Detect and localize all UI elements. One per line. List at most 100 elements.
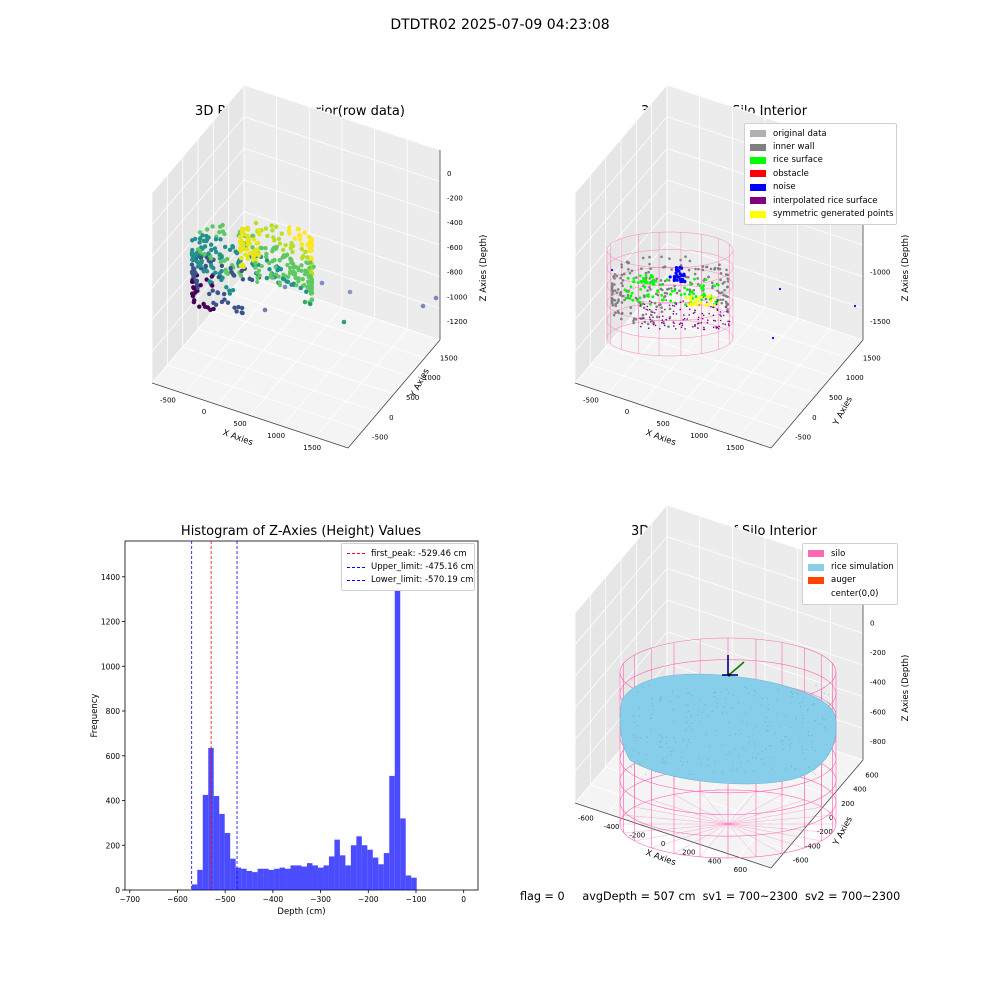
plot2-rice-surface-point [638, 274, 642, 278]
plot1-point [268, 274, 273, 279]
plot3-bar [394, 556, 401, 890]
plot1-point [263, 246, 268, 251]
plot1-point [204, 255, 210, 260]
plot2-inner-wall-point [620, 294, 624, 298]
plot2-symmetric-point [706, 303, 710, 307]
plot4-rice-texture [633, 713, 635, 716]
plot4-rice-texture [744, 711, 746, 713]
plot2-rice-surface-point [713, 284, 716, 288]
plot1-point [236, 259, 242, 264]
plot1-point [191, 269, 196, 274]
plot4-x-tick: 600 [734, 866, 747, 874]
plot3-x-label: Depth (cm) [277, 907, 325, 917]
plot1-point [219, 253, 225, 258]
plot2-inner-wall-point [643, 277, 647, 281]
plot2-inner-wall-point [668, 307, 672, 311]
plot2-interpolated-point [652, 323, 655, 326]
plot2-interpolated-point [688, 308, 691, 311]
plot2-y-tick: -500 [795, 434, 811, 442]
plot1-point [308, 287, 313, 293]
plot4-rice-texture [650, 729, 652, 731]
plot2-rice-surface-point [651, 279, 654, 282]
plot4-rice-texture [734, 748, 736, 750]
plot2-interpolated-point [701, 312, 704, 315]
plot4-rice-texture [692, 773, 694, 775]
plot2-grid-y [651, 292, 848, 359]
plot1-point [291, 269, 296, 275]
plot1-point [308, 259, 314, 265]
plot2-interpolated-point [665, 299, 667, 301]
plot1-point [267, 267, 272, 272]
plot4-rice-texture [666, 756, 668, 758]
plot4-rice-texture [753, 695, 755, 697]
plot4-rice-texture [821, 717, 823, 719]
plot2-inner-wall-point [625, 260, 629, 264]
plot2-interpolated-point [685, 305, 688, 308]
plot1-point [302, 271, 308, 277]
plot2-rice-surface-point [698, 284, 702, 287]
plot1-point [277, 280, 282, 285]
plot2-inner-wall-point [616, 309, 620, 313]
plot2-interpolated-point [646, 309, 649, 311]
plot1-point [307, 256, 312, 261]
plot2-symmetric-point [693, 301, 697, 305]
plot4-y-tick: -400 [805, 842, 821, 850]
plot2-rice-surface-point [626, 290, 630, 294]
plot1-point [309, 278, 315, 283]
plot1-point [222, 258, 227, 263]
plot1-point [245, 226, 250, 231]
plot4-rice-texture [743, 749, 745, 751]
plot2-interpolated-point [679, 322, 682, 324]
plot4-rice-texture [642, 686, 644, 688]
plot2-interpolated-point [716, 309, 719, 312]
plot4-rice-texture [751, 752, 753, 754]
plot1-point [308, 301, 313, 307]
plot2-inner-wall-point [610, 282, 614, 285]
plot1-point [307, 247, 312, 252]
plot2-interpolated-point [672, 321, 675, 323]
plot4-rice-texture [632, 715, 634, 717]
plot2-rice-surface-point [688, 292, 691, 296]
plot1-point [308, 283, 314, 289]
plot2-interpolated-point [652, 311, 654, 314]
plot2-rice-surface-point [716, 283, 719, 286]
plot2-rice-surface-point [656, 289, 660, 292]
plot4-rice-texture [781, 739, 784, 741]
plot4-rice-texture [799, 702, 801, 704]
plot2-rice-surface-point [714, 300, 718, 304]
plot4-y-axis [770, 759, 864, 869]
plot2-symmetric-point [707, 295, 711, 299]
plot1-point [194, 273, 200, 278]
plot1-point [309, 290, 315, 295]
plot2-floor-pane [575, 275, 863, 448]
plot1-point [287, 270, 293, 276]
plot1-point [280, 255, 285, 260]
plot1-point [287, 225, 292, 230]
plot4-rice-texture [767, 725, 769, 727]
plot1-point [309, 272, 314, 277]
plot1-point [304, 289, 309, 294]
plot1-point [191, 266, 196, 271]
plot2-rice-surface-point [644, 281, 647, 285]
plot2-inner-wall-point [640, 280, 643, 284]
plot1-point [213, 236, 219, 242]
plot4-rice-texture [636, 760, 638, 762]
plot2-silo-ring [606, 284, 734, 322]
plot2-interpolated-point [648, 300, 651, 302]
plot2-inner-wall-point [655, 315, 659, 319]
plot1-point [282, 275, 287, 280]
plot2-inner-wall-point [616, 301, 619, 305]
plot2-interpolated-point [722, 323, 724, 325]
plot2-rice-surface-point [691, 297, 694, 300]
plot2-inner-wall-point [635, 297, 639, 301]
plot2-interpolated-point [647, 327, 650, 330]
plot2-rice-surface-point [703, 294, 707, 297]
plot1-point [233, 249, 238, 254]
plot4-rice-texture [637, 691, 639, 693]
plot2-inner-wall-point [701, 289, 705, 292]
plot2-grid-z1 [574, 179, 668, 289]
plot2-inner-wall-point [660, 306, 663, 309]
plot2-inner-wall-point [627, 261, 631, 264]
plot2-inner-wall-point [649, 280, 653, 284]
plot4-grid-x [574, 694, 668, 804]
